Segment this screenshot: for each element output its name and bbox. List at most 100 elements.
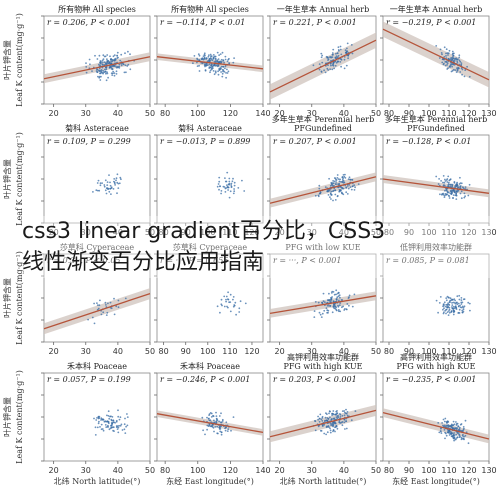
- data-point: [95, 189, 98, 192]
- data-point: [96, 58, 99, 60]
- data-point: [89, 63, 91, 66]
- data-point: [449, 190, 452, 193]
- data-point: [202, 429, 205, 432]
- data-point: [232, 298, 234, 301]
- data-point: [212, 64, 215, 67]
- data-point: [112, 70, 115, 73]
- data-point: [331, 183, 333, 186]
- x-tick-label: 30: [81, 347, 91, 356]
- data-point: [435, 175, 438, 178]
- data-point: [464, 195, 466, 198]
- x-tick-label: 80: [384, 109, 394, 118]
- data-point: [107, 302, 109, 305]
- data-point: [462, 306, 465, 309]
- data-point: [454, 302, 457, 305]
- data-point: [115, 177, 118, 180]
- data-point: [329, 68, 331, 70]
- data-point: [443, 301, 446, 304]
- data-point: [206, 64, 209, 67]
- panel-stat: r = 0.057, P = 0.199: [47, 375, 131, 384]
- x-tick-label: 20: [49, 228, 59, 237]
- data-point: [223, 186, 226, 188]
- data-point: [437, 183, 440, 185]
- data-point: [457, 190, 460, 192]
- data-point: [347, 178, 350, 181]
- data-point: [208, 423, 211, 426]
- data-point: [126, 413, 128, 415]
- data-point: [347, 57, 349, 60]
- data-point: [87, 318, 89, 321]
- data-point: [449, 66, 451, 68]
- data-point: [107, 415, 110, 417]
- data-point: [441, 61, 444, 64]
- data-point: [462, 426, 465, 428]
- data-point: [108, 174, 110, 177]
- data-point: [126, 65, 129, 67]
- data-point: [451, 50, 454, 53]
- data-point: [452, 68, 455, 71]
- data-point: [207, 55, 210, 58]
- panel-title: 菊科 Asteraceae: [65, 123, 129, 133]
- data-point: [220, 58, 223, 61]
- data-point: [453, 436, 456, 439]
- data-point: [317, 301, 320, 304]
- data-point: [335, 299, 338, 301]
- data-point: [218, 188, 220, 191]
- data-point: [457, 425, 460, 428]
- data-point: [339, 310, 342, 313]
- data-point: [129, 68, 132, 71]
- data-point: [210, 416, 213, 418]
- data-point: [339, 45, 342, 48]
- data-point: [332, 53, 334, 56]
- fit-line: [269, 295, 377, 315]
- x-tick-label: 100: [190, 466, 205, 475]
- data-point: [448, 296, 450, 299]
- data-point: [343, 181, 346, 184]
- data-point: [452, 194, 455, 197]
- y-axis-label: Leaf K content(mg·g⁻¹): [15, 370, 24, 464]
- data-point: [94, 54, 96, 57]
- data-point: [447, 430, 449, 432]
- data-point: [458, 59, 461, 62]
- data-point: [346, 411, 349, 413]
- data-point: [217, 183, 220, 185]
- data-point: [453, 190, 456, 192]
- data-point: [106, 59, 109, 62]
- panel-title: 一年生草本 Annual herb: [390, 4, 482, 14]
- data-point: [99, 182, 102, 185]
- data-point: [126, 424, 129, 427]
- data-point: [468, 183, 471, 186]
- x-tick-label: 100: [421, 466, 436, 475]
- panel-title: 多年生草本 Perennial herb: [385, 114, 487, 124]
- data-point: [321, 302, 324, 305]
- data-point: [243, 190, 246, 192]
- data-point: [97, 179, 100, 182]
- data-point: [225, 298, 227, 301]
- panel-frame: [43, 134, 151, 224]
- data-point: [447, 54, 449, 56]
- data-point: [93, 417, 95, 420]
- data-point: [464, 419, 467, 422]
- y-axis-label-cn: 叶片钾含量: [2, 397, 12, 437]
- data-point: [448, 197, 451, 199]
- data-point: [109, 187, 112, 190]
- data-point: [230, 182, 233, 185]
- data-point: [229, 293, 232, 296]
- data-point: [323, 432, 326, 435]
- data-point: [349, 186, 352, 189]
- data-point: [98, 304, 101, 307]
- data-point: [449, 425, 452, 428]
- data-point: [220, 421, 223, 424]
- data-point: [319, 429, 322, 432]
- data-point: [110, 419, 113, 422]
- data-point: [201, 62, 204, 65]
- data-point: [447, 431, 450, 434]
- data-point: [442, 424, 444, 427]
- data-point: [339, 296, 341, 299]
- data-point: [462, 428, 465, 431]
- data-point: [113, 74, 116, 77]
- fit-line: [382, 28, 490, 81]
- data-point: [456, 67, 458, 69]
- data-point: [220, 303, 223, 306]
- data-point: [321, 417, 324, 419]
